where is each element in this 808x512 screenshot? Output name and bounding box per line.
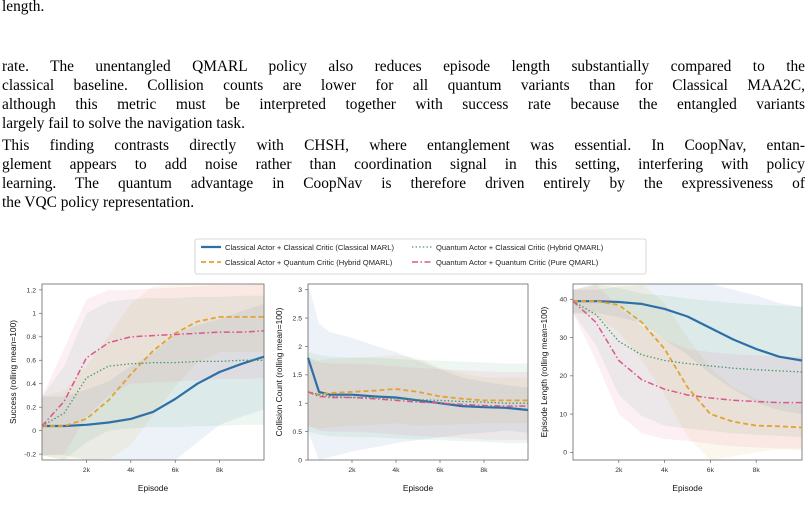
chart-panel-3: 2k 4k 6k 8k 0 10 20 30 40 Episode Episode Length (… [539, 283, 803, 493]
x-tick-label: 2k [348, 467, 356, 474]
y-tick-label: 40 [559, 297, 567, 304]
series-band [42, 303, 264, 460]
y-tick-label: 2 [298, 344, 302, 351]
legend-label: Classical Actor + Classical Critic (Clas… [225, 243, 394, 252]
x-tick-label: 2k [83, 467, 91, 474]
legend-frame [194, 238, 647, 275]
x-axis-label: Episode [403, 483, 434, 493]
y-tick-label: 0 [563, 450, 567, 457]
y-tick-label: 0.5 [293, 429, 303, 436]
series-line [307, 388, 528, 402]
text-line: length. [2, 0, 45, 15]
y-tick-label: -0.2 [24, 452, 36, 459]
series-band [573, 284, 802, 460]
y-tick-label: 3 [298, 287, 302, 294]
series-band [308, 357, 528, 441]
y-tick-label: 0 [298, 457, 302, 464]
series-line [42, 316, 264, 427]
x-axis-label: Episode [672, 483, 703, 493]
series-band [573, 284, 802, 415]
x-tick-label: 6k [436, 467, 444, 474]
text-line: This finding contrasts directly with CHS… [2, 137, 805, 154]
y-tick-label: 0 [32, 428, 36, 435]
x-tick-label: 4k [392, 467, 400, 474]
legend-label: Classical Actor + Quantum Critic (Hybrid… [225, 258, 393, 267]
y-axis-label: Collision Count (rolling mean=100) [274, 307, 284, 436]
figure: Classical Actor + Classical Critic (Clas… [8, 238, 803, 493]
series-line [306, 357, 529, 412]
chart-panel-1: 2k 4k 6k 8k -0.2 0 0.2 0.4 0.6 0.8 1 1.2 Episode Succ… [8, 283, 265, 493]
y-tick-label: 1 [32, 311, 36, 318]
y-tick-label: 0.2 [27, 405, 37, 412]
text-line: although this metric must be interpreted… [2, 96, 805, 113]
y-tick-label: 0.4 [27, 381, 37, 388]
y-tick-label: 20 [559, 373, 567, 380]
series-band [308, 354, 528, 429]
text-line: the VQC policy representation. [2, 194, 195, 211]
y-tick-label: 1 [298, 401, 302, 408]
x-tick-label: 2k [615, 467, 623, 474]
y-tick-label: 10 [559, 411, 567, 418]
series-line [572, 300, 802, 404]
series-band [308, 284, 528, 460]
x-axis-label: Episode [138, 483, 169, 493]
paragraph-1: rate. The unentangled QMARL policy also … [2, 57, 805, 133]
series-band [42, 295, 264, 460]
series-line [573, 300, 803, 429]
series-line [307, 391, 528, 404]
series-band [573, 284, 802, 449]
series-band [573, 284, 802, 438]
series-band [42, 284, 264, 456]
x-tick-label: 4k [127, 467, 135, 474]
x-tick-label: 4k [661, 467, 669, 474]
x-tick-label: 6k [707, 467, 715, 474]
paragraph-0: length. [2, 0, 805, 16]
series-line [573, 300, 803, 362]
y-tick-label: 1.5 [293, 372, 303, 379]
series-band [308, 352, 528, 443]
text-line: learning. The quantum advantage in CoopN… [2, 175, 805, 192]
series-line [41, 359, 264, 427]
y-tick-label: 1.2 [27, 287, 37, 294]
text-line: classical baseline. Collision counts are… [2, 77, 805, 94]
series-line [307, 391, 528, 407]
x-tick-label: 8k [216, 467, 224, 474]
paragraph-2: This finding contrasts directly with CHS… [2, 136, 805, 212]
y-axis-label: Success (rolling mean=100) [8, 320, 18, 424]
y-tick-label: 2.5 [293, 315, 303, 322]
y-tick-label: 30 [559, 335, 567, 342]
text-line: glement appears to add noise rather than… [2, 156, 805, 173]
legend: Classical Actor + Classical Critic (Clas… [194, 238, 647, 275]
legend-label: Quantum Actor + Classical Critic (Hybrid… [436, 243, 604, 252]
chart-panel-2: 2k 4k 6k 8k 0 0.5 1 1.5 2 2.5 3 Episode Collision Co… [274, 283, 529, 493]
series-line [42, 355, 265, 428]
text-line: largely fail to solve the navigation tas… [2, 115, 245, 132]
x-tick-label: 8k [753, 467, 761, 474]
text-line: rate. The unentangled QMARL policy also … [2, 58, 805, 75]
plot-frame [572, 283, 803, 461]
y-tick-label: 0.8 [27, 334, 37, 341]
y-axis-label: Episode Length (rolling mean=100) [539, 306, 549, 437]
series-line [41, 330, 265, 427]
series-band [42, 284, 264, 460]
plot-frame [307, 283, 529, 461]
y-tick-label: 0.6 [27, 358, 37, 365]
plot-frame [41, 283, 265, 461]
x-tick-label: 6k [172, 467, 180, 474]
legend-label: Quantum Actor + Quantum Critic (Pure QMA… [436, 258, 599, 267]
x-tick-label: 8k [480, 467, 488, 474]
